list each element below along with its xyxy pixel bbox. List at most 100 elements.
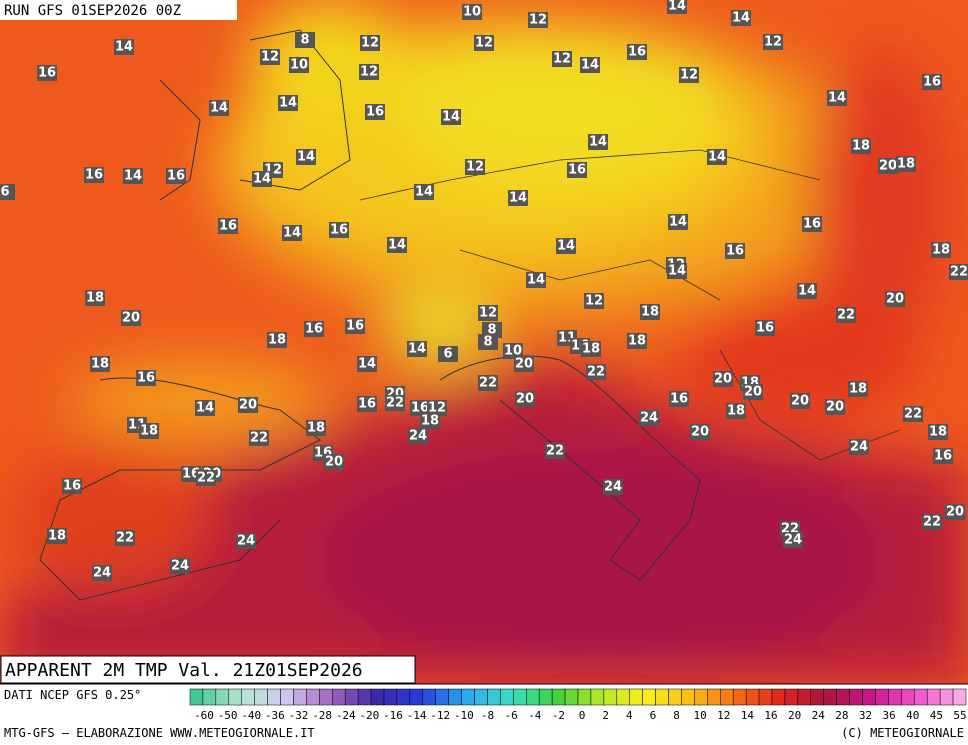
label-box xyxy=(236,533,256,549)
colorbar-label: -28 xyxy=(312,709,332,722)
label-box xyxy=(387,237,407,253)
label-box xyxy=(465,159,485,175)
temp-label: 20 xyxy=(121,310,141,326)
label-box xyxy=(209,100,229,116)
temp-label: 14 xyxy=(209,100,229,116)
temp-label: 20 xyxy=(878,158,898,174)
credit-label: MTG-GFS — ELABORAZIONE WWW.METEOGIORNALE… xyxy=(4,726,315,740)
label-text: 20 xyxy=(714,372,732,387)
label-text: 24 xyxy=(784,533,802,548)
label-box xyxy=(114,39,134,55)
label-text: 24 xyxy=(409,429,427,444)
label-text: 16 xyxy=(934,449,952,464)
temp-label: 18 xyxy=(139,423,159,439)
map-title: APPARENT 2M TMP Val. 21Z01SEP2026 xyxy=(5,660,363,681)
label-box xyxy=(588,134,608,150)
label-text: 20 xyxy=(516,392,534,407)
colorbar-label: -24 xyxy=(336,709,356,722)
temp-label: 16 xyxy=(345,318,365,334)
label-box xyxy=(851,138,871,154)
colorbar-swatch xyxy=(332,688,346,706)
label-box xyxy=(726,403,746,419)
label-text: 18 xyxy=(641,305,659,320)
label-box xyxy=(282,225,302,241)
label-box xyxy=(514,356,534,372)
colorbar-swatch xyxy=(461,688,475,706)
temp-label: 16 xyxy=(922,74,942,90)
temp-label: 20 xyxy=(713,371,733,387)
label-text: 22 xyxy=(904,407,922,422)
colorbar-label: -14 xyxy=(407,709,427,722)
label-box xyxy=(295,32,315,48)
label-box xyxy=(196,470,216,486)
label-text: 18 xyxy=(421,414,439,429)
colorbar-swatch xyxy=(810,688,824,706)
label-text: 22 xyxy=(837,308,855,323)
temp-label: 14 xyxy=(282,225,302,241)
label-box xyxy=(627,44,647,60)
label-box xyxy=(878,158,898,174)
temp-label: 24 xyxy=(408,428,428,444)
label-box xyxy=(238,397,258,413)
label-text: 12 xyxy=(553,52,571,67)
temp-label: 14 xyxy=(667,263,687,279)
colorbar-label: 0 xyxy=(579,709,586,722)
temp-label: 14 xyxy=(387,237,407,253)
label-box xyxy=(885,291,905,307)
colorbar-swatch xyxy=(228,688,242,706)
label-box xyxy=(414,184,434,200)
temp-label: 18 xyxy=(896,156,916,172)
colorbar-label: 24 xyxy=(812,709,826,722)
label-text: 22 xyxy=(250,431,268,446)
colorbar-swatch xyxy=(513,688,527,706)
label-box xyxy=(357,356,377,372)
label-text: 22 xyxy=(923,515,941,530)
colorbar-swatch xyxy=(306,688,320,706)
colorbar-label: 28 xyxy=(835,709,848,722)
colorbar-swatch xyxy=(707,688,721,706)
label-text: 14 xyxy=(253,172,271,187)
label-text: 16 xyxy=(167,169,185,184)
colorbar-swatch xyxy=(758,688,773,706)
colorbar-swatch xyxy=(538,688,553,706)
label-text: 24 xyxy=(93,566,111,581)
temp-label: 24 xyxy=(849,439,869,455)
temp-label: 20 xyxy=(515,391,535,407)
source-label: DATI NCEP GFS 0.25° xyxy=(4,688,141,702)
label-text: 16 xyxy=(568,163,586,178)
temp-label: 14 xyxy=(441,109,461,125)
label-text: 16 xyxy=(182,467,200,482)
label-text: 18 xyxy=(932,243,950,258)
temp-label: 14 xyxy=(707,149,727,165)
label-box xyxy=(503,343,523,359)
temp-label: 24 xyxy=(639,410,659,426)
colorbar-label: -6 xyxy=(505,709,518,722)
colorbar-swatch xyxy=(474,688,488,706)
colorbar-swatch xyxy=(319,688,333,706)
colorbar-label: -10 xyxy=(454,709,474,722)
label-text: 14 xyxy=(210,101,228,116)
label-box xyxy=(640,304,660,320)
temp-label: 14 xyxy=(526,272,546,288)
label-text: 16 xyxy=(305,322,323,337)
label-box xyxy=(584,293,604,309)
label-text: 8 xyxy=(487,323,496,338)
label-box xyxy=(903,406,923,422)
colorbar-swatch xyxy=(500,688,514,706)
label-box xyxy=(62,478,82,494)
label-box xyxy=(731,10,751,26)
temp-label: 22 xyxy=(115,530,135,546)
colorbar-swatch xyxy=(655,688,669,706)
label-box xyxy=(357,396,377,412)
temp-label: 14 xyxy=(667,0,687,14)
label-box xyxy=(252,171,272,187)
label-box xyxy=(827,90,847,106)
temp-label: 12 xyxy=(465,159,485,175)
label-box xyxy=(365,104,385,120)
label-box xyxy=(949,264,968,280)
temp-label: 18 xyxy=(581,341,601,357)
temp-label: 16 xyxy=(567,162,587,178)
label-box xyxy=(725,243,745,259)
